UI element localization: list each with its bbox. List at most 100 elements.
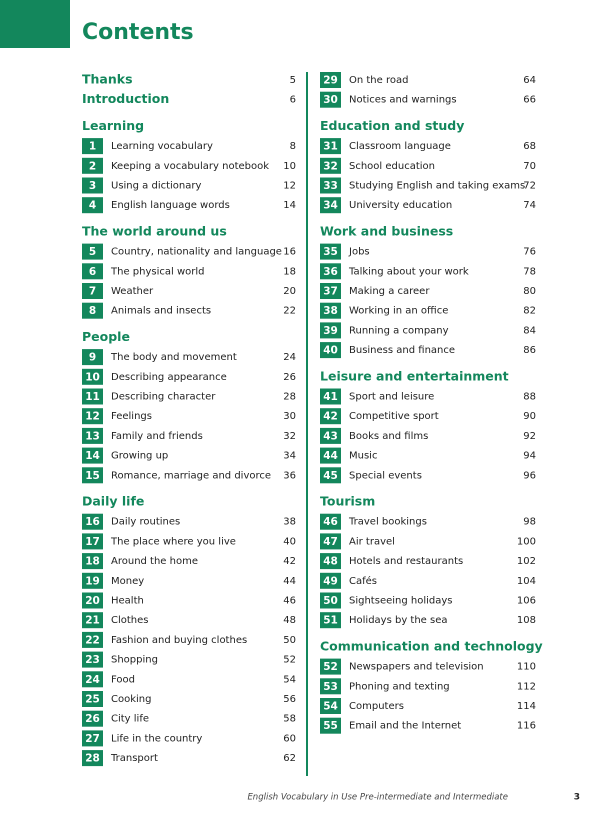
page-number: 40 — [283, 536, 296, 547]
unit-number: 10 — [85, 371, 100, 383]
unit-badge — [320, 678, 341, 695]
unit-title: Classroom language — [349, 141, 451, 152]
unit-badge — [320, 72, 341, 88]
unit-badge — [320, 157, 341, 174]
page-number: 72 — [523, 181, 536, 192]
footer-text: English Vocabulary in Use Pre-intermedia… — [247, 793, 508, 803]
unit-title: Music — [349, 451, 377, 462]
header-tab — [0, 0, 70, 48]
unit-badge — [320, 467, 341, 484]
unit-badge — [82, 349, 103, 366]
unit-number: 6 — [89, 266, 96, 278]
page-number: 52 — [283, 655, 296, 666]
page-number: 10 — [283, 161, 296, 172]
unit-number: 7 — [89, 286, 96, 298]
unit-title: Cooking — [111, 694, 151, 705]
unit-number: 28 — [85, 753, 100, 765]
unit-title: Around the home — [111, 556, 198, 567]
unit-badge — [82, 513, 103, 530]
unit-badge — [82, 368, 103, 385]
page-number: 94 — [523, 451, 536, 462]
unit-title: Shopping — [111, 655, 158, 666]
page-number: 8 — [290, 141, 296, 152]
unit-badge — [82, 388, 103, 405]
unit-title: Weather — [111, 286, 154, 297]
unit-badge — [320, 427, 341, 444]
unit-number: 46 — [323, 516, 338, 528]
unit-badge — [82, 243, 103, 260]
unit-badge — [82, 157, 103, 174]
unit-number: 26 — [85, 713, 100, 725]
unit-number: 16 — [85, 516, 100, 528]
section-heading: Leisure and entertainment — [320, 368, 509, 383]
unit-title: Air travel — [349, 536, 395, 547]
unit-title: Phoning and texting — [349, 681, 450, 692]
section-heading: Work and business — [320, 223, 453, 238]
unit-title: Travel bookings — [348, 517, 427, 528]
page-number: 112 — [517, 681, 536, 692]
unit-title: Country, nationality and language — [111, 247, 282, 258]
unit-number: 37 — [323, 286, 338, 298]
page-number: 50 — [283, 635, 296, 646]
unit-badge — [320, 698, 341, 714]
unit-number: 52 — [323, 661, 338, 673]
unit-number: 45 — [323, 470, 338, 482]
unit-badge — [82, 263, 103, 280]
unit-title: Jobs — [348, 247, 370, 258]
unit-title: Feelings — [111, 411, 152, 422]
page-number: 76 — [523, 247, 536, 258]
unit-badge — [320, 447, 341, 464]
unit-number: 12 — [85, 411, 100, 423]
page-number: 82 — [523, 306, 536, 317]
unit-badge — [82, 447, 103, 464]
unit-badge — [320, 263, 341, 280]
unit-number: 35 — [323, 246, 338, 258]
unit-number: 44 — [323, 450, 338, 462]
unit-title: Sightseeing holidays — [349, 596, 453, 607]
page-number: 116 — [517, 721, 536, 732]
unit-badge — [320, 658, 341, 675]
unit-badge — [82, 691, 103, 707]
unit-number: 30 — [323, 94, 338, 106]
front-matter-title: Thanks — [82, 72, 133, 87]
unit-title: Making a career — [349, 286, 430, 297]
section-heading: Learning — [82, 118, 144, 133]
page-number: 102 — [517, 556, 536, 567]
unit-number: 47 — [323, 536, 338, 548]
unit-badge — [82, 138, 103, 155]
unit-badge — [320, 197, 341, 214]
unit-number: 4 — [89, 200, 96, 212]
unit-badge — [82, 651, 103, 668]
section-heading: Education and study — [320, 118, 464, 133]
unit-number: 22 — [85, 634, 100, 646]
page-number: 108 — [517, 615, 536, 626]
page-number: 110 — [517, 662, 536, 673]
unit-badge — [82, 427, 103, 444]
unit-title: The body and movement — [110, 352, 237, 363]
unit-badge — [82, 730, 103, 747]
page-number: 56 — [283, 694, 296, 705]
unit-title: Sport and leisure — [349, 392, 434, 403]
unit-number: 8 — [89, 305, 96, 317]
unit-number: 5 — [89, 246, 96, 258]
unit-number: 40 — [323, 345, 338, 357]
unit-badge — [320, 91, 341, 108]
unit-number: 11 — [85, 391, 100, 403]
page-number: 86 — [523, 345, 536, 356]
unit-title: Food — [111, 674, 135, 685]
unit-number: 25 — [85, 694, 100, 706]
page-number: 28 — [283, 392, 296, 403]
page-number: 106 — [517, 596, 536, 607]
unit-badge — [82, 553, 103, 570]
page-number: 98 — [523, 517, 536, 528]
unit-number: 29 — [323, 75, 338, 87]
section-heading: The world around us — [82, 223, 227, 238]
unit-number: 42 — [323, 411, 338, 423]
unit-number: 33 — [323, 180, 338, 192]
unit-number: 38 — [323, 305, 338, 317]
page-number: 36 — [283, 470, 296, 481]
unit-number: 34 — [323, 200, 338, 212]
unit-number: 17 — [85, 536, 100, 548]
unit-title: Hotels and restaurants — [349, 556, 463, 567]
unit-badge — [82, 408, 103, 425]
